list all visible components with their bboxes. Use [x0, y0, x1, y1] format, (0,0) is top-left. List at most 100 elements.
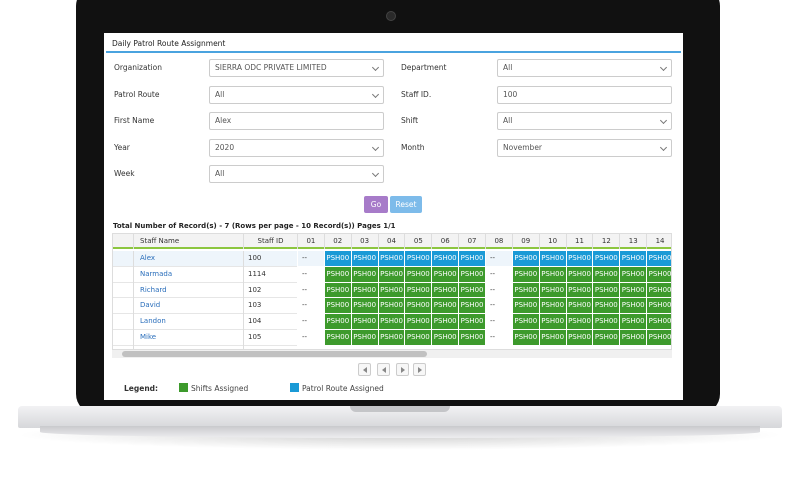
assigned-cell: PSH00 — [431, 298, 459, 315]
assigned-cell: PSH00 — [350, 298, 378, 315]
empty-cell: -- — [297, 282, 324, 299]
column-header: 06 — [431, 234, 458, 249]
field-label: Staff ID. — [401, 90, 432, 99]
assigned-cell: PSH00 — [377, 330, 405, 346]
column-header: 07 — [458, 234, 485, 249]
assigned-cell: PSH00 — [404, 314, 432, 330]
assigned-cell: PSH00 — [377, 298, 405, 315]
select[interactable]: November — [497, 139, 672, 157]
column-header: 03 — [350, 234, 378, 249]
text-input[interactable]: 100 — [497, 86, 672, 104]
staff-name[interactable]: Mike — [133, 330, 243, 346]
assigned-cell: PSH00 — [458, 330, 485, 346]
assigned-cell: PSH00 — [350, 282, 378, 299]
assigned-cell: PSH00 — [404, 330, 432, 346]
empty-cell: -- — [297, 298, 324, 315]
empty-cell: -- — [297, 251, 324, 267]
field-value: All — [503, 63, 513, 72]
empty-cell: -- — [297, 266, 324, 283]
staff-id: 102 — [243, 282, 297, 299]
pager-icon — [363, 367, 367, 373]
staff-name[interactable]: Richard — [133, 282, 243, 299]
column-header: 01 — [297, 234, 324, 249]
assigned-cell: PSH00 — [646, 266, 671, 283]
select[interactable]: All — [209, 165, 384, 183]
assigned-cell: PSH00 — [646, 330, 671, 346]
staff-name[interactable]: Landon — [133, 314, 243, 330]
empty-cell: -- — [485, 298, 512, 315]
assigned-cell: PSH00 — [431, 251, 459, 267]
scrollbar-thumb[interactable] — [122, 351, 427, 357]
pager-button[interactable] — [413, 363, 426, 376]
select[interactable]: All — [497, 59, 672, 77]
staff-name[interactable]: Narmada — [133, 266, 243, 283]
assigned-cell: PSH00 — [323, 314, 351, 330]
pager-button[interactable] — [377, 363, 390, 376]
empty-cell: -- — [485, 251, 512, 267]
column-header: 04 — [377, 234, 405, 249]
screen: Daily Patrol Route Assignment Organizati… — [104, 33, 683, 400]
assigned-cell: PSH00 — [404, 251, 432, 267]
laptop-base-bottom — [40, 426, 760, 438]
assigned-cell: PSH00 — [538, 314, 566, 330]
laptop-notch — [350, 406, 450, 412]
assigned-cell: PSH00 — [431, 330, 459, 346]
assigned-cell: PSH00 — [350, 251, 378, 267]
select[interactable]: All — [497, 112, 672, 130]
pager-icon — [418, 367, 422, 373]
legend-label: Shifts Assigned — [191, 384, 249, 393]
assigned-cell: PSH00 — [592, 298, 620, 315]
assigned-cell: PSH00 — [431, 314, 459, 330]
assigned-cell: PSH00 — [646, 314, 671, 330]
empty-cell: -- — [485, 314, 512, 330]
assigned-cell: PSH00 — [619, 330, 647, 346]
assigned-cell: PSH00 — [619, 266, 647, 283]
assigned-cell: PSH00 — [592, 282, 620, 299]
assigned-cell: PSH00 — [619, 314, 647, 330]
pager-button[interactable] — [396, 363, 409, 376]
select[interactable]: 2020 — [209, 139, 384, 157]
field-label: Department — [401, 63, 447, 72]
button[interactable]: Go — [364, 196, 388, 213]
empty-cell: -- — [297, 314, 324, 330]
assigned-cell: PSH00 — [538, 330, 566, 346]
assigned-cell: PSH00 — [350, 266, 378, 283]
assigned-cell: PSH00 — [350, 314, 378, 330]
assigned-cell: PSH00 — [565, 298, 593, 315]
pager-button[interactable] — [358, 363, 371, 376]
field-label: Organization — [114, 63, 162, 72]
staff-id: 104 — [243, 314, 297, 330]
assigned-cell: PSH00 — [592, 314, 620, 330]
staff-name[interactable]: Alex — [133, 251, 243, 267]
column-header: Staff Name — [133, 234, 243, 249]
assigned-cell: PSH00 — [565, 314, 593, 330]
staff-id: 106 — [243, 345, 297, 349]
staff-name[interactable]: Steve — [133, 345, 243, 349]
staff-id: 100 — [243, 251, 297, 267]
dropdown-arrow — [371, 90, 380, 99]
staff-name[interactable]: David — [133, 298, 243, 315]
assigned-cell: PSH00 — [323, 251, 351, 267]
button[interactable]: Reset — [390, 196, 422, 213]
assigned-cell: PSH00 — [458, 266, 485, 283]
empty-cell: -- — [485, 282, 512, 299]
assigned-cell: PSH00 — [377, 266, 405, 283]
dropdown-arrow — [659, 143, 668, 152]
dropdown-arrow — [371, 169, 380, 178]
select[interactable]: SIERRA ODC PRIVATE LIMITED — [209, 59, 384, 77]
field-value: SIERRA ODC PRIVATE LIMITED — [215, 63, 327, 72]
assigned-cell: PSH00 — [619, 282, 647, 299]
select[interactable]: All — [209, 86, 384, 104]
field-value: 100 — [503, 90, 518, 99]
assigned-cell: PSH00 — [511, 282, 539, 299]
column-header: 11 — [565, 234, 593, 249]
assigned-cell: PSH00 — [377, 251, 405, 267]
legend-label: Patrol Route Assigned — [302, 384, 384, 393]
empty-cell: -- — [297, 330, 324, 346]
field-label: Shift — [401, 116, 419, 125]
text-input[interactable]: Alex — [209, 112, 384, 130]
column-header: Staff ID — [243, 234, 297, 249]
assigned-cell: PSH00 — [458, 282, 485, 299]
laptop-base — [18, 406, 782, 428]
assigned-cell: PSH00 — [538, 282, 566, 299]
